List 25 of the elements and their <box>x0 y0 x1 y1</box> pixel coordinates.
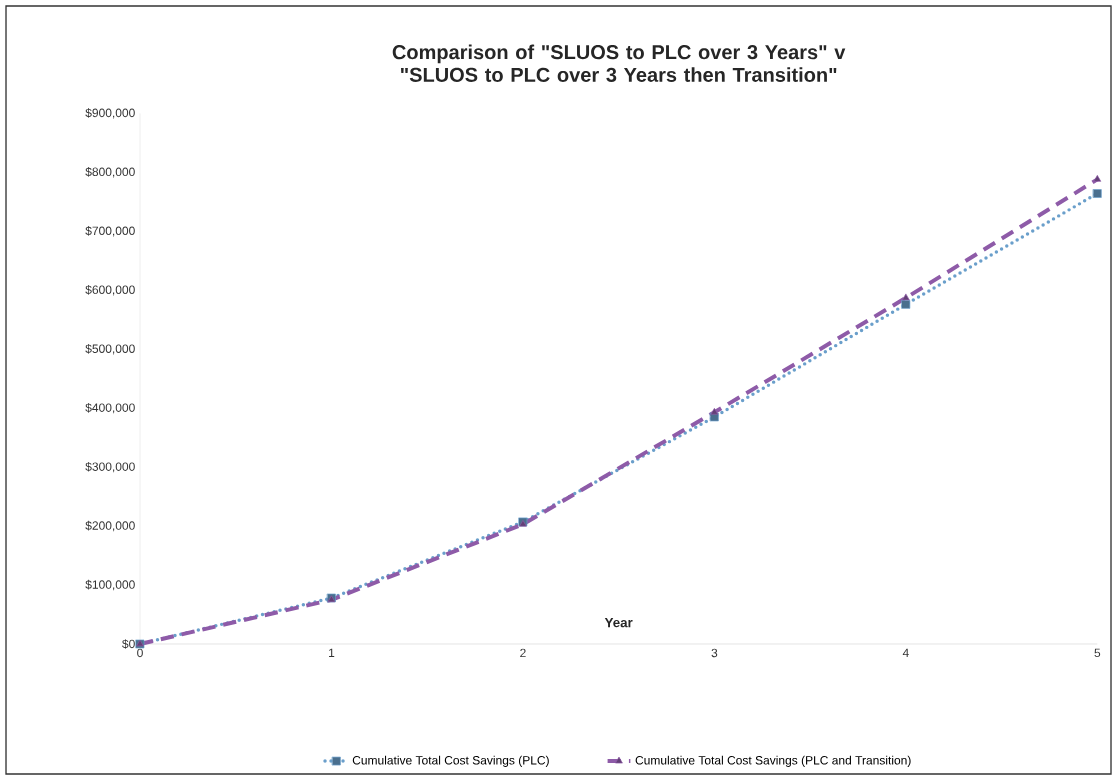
y-tick-label: $700,000 <box>85 226 135 237</box>
y-tick-label: $500,000 <box>85 343 135 355</box>
y-tick-label: $400,000 <box>85 402 135 414</box>
y-tick-label: $300,000 <box>85 461 135 473</box>
y-tick-label: $800,000 <box>85 167 135 178</box>
legend-label: Cumulative Total Cost Savings (PLC and Transition) <box>635 755 911 767</box>
y-tick-label: $100,000 <box>85 579 135 591</box>
x-tick-label: 4 <box>902 648 909 657</box>
point <box>710 407 719 415</box>
x-tick-label: 2 <box>520 648 526 658</box>
chart-title: Comparison of "SLUOS to PLC over 3 Years" v "SLUOS to PLC over 3 Years then Transition" <box>392 44 846 82</box>
x-axis-title: Year <box>604 617 633 628</box>
point <box>902 293 910 301</box>
y-tick-label: $600,000 <box>85 285 135 296</box>
point <box>901 300 911 309</box>
x-tick-label: 5 <box>1094 648 1101 658</box>
y-tick-label: $200,000 <box>85 520 135 532</box>
x-tick-label: 0 <box>137 648 143 658</box>
legend-label: Cumulative Total Cost Savings (PLC) <box>352 755 549 767</box>
y-tick-label: $900,000 <box>85 108 135 119</box>
x-tick-label: 3 <box>711 648 718 658</box>
point <box>1092 189 1102 198</box>
point <box>1093 175 1102 182</box>
y-tick-label: $0 <box>122 639 135 649</box>
x-tick-label: 1 <box>329 648 335 657</box>
